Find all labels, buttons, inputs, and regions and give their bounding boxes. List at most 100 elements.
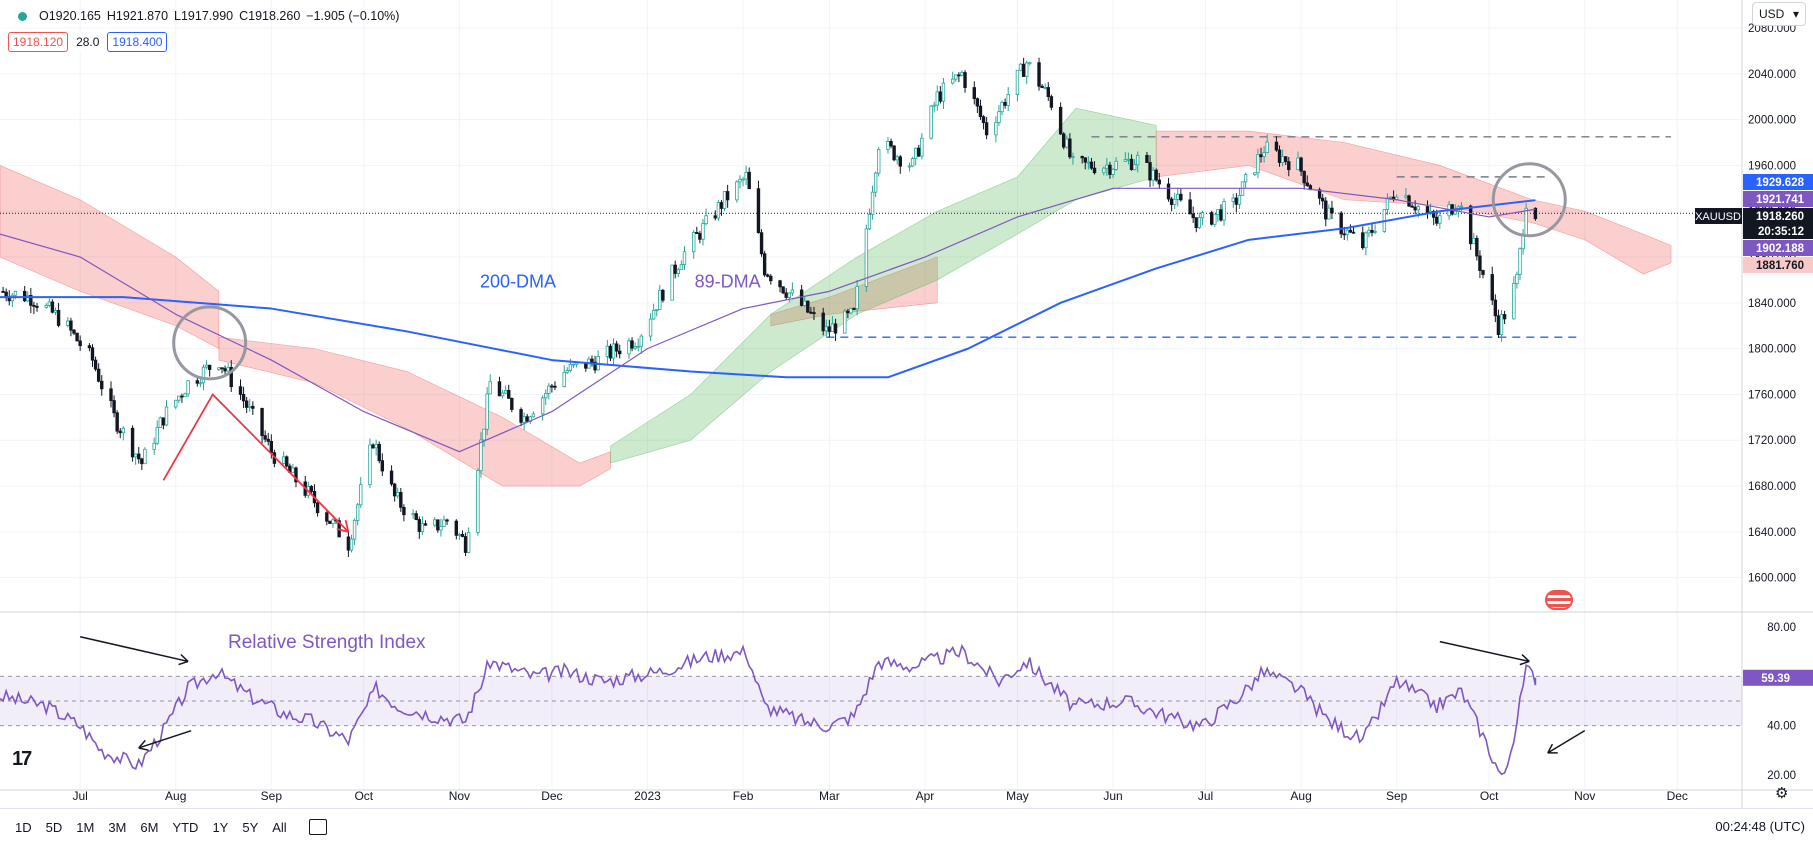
- tradingview-logo-icon[interactable]: 17: [12, 748, 32, 770]
- candle-up: [503, 389, 508, 394]
- utc-clock[interactable]: 00:24:48 (UTC): [1715, 819, 1805, 834]
- candle-down: [1259, 154, 1263, 158]
- candle-down: [673, 264, 677, 274]
- candle-down: [963, 72, 967, 88]
- candle-up: [1404, 195, 1408, 198]
- candle-down: [238, 386, 243, 395]
- candle-down: [220, 367, 224, 370]
- timeframe-5y[interactable]: 5Y: [242, 819, 259, 835]
- candle-down: [402, 506, 406, 516]
- timeframe-1d[interactable]: 1D: [15, 819, 32, 835]
- currency-select[interactable]: USD ▾: [1752, 2, 1806, 26]
- candle-up: [1518, 248, 1522, 275]
- arrow-head: [1519, 660, 1530, 666]
- candle-up: [1222, 200, 1226, 221]
- candle-up: [1499, 314, 1504, 335]
- candle-up: [864, 228, 869, 287]
- candle-up: [843, 310, 847, 334]
- price-tick-label: 1600.000: [1748, 573, 1796, 585]
- candle-up: [676, 269, 681, 274]
- symbol-tag: [1695, 208, 1742, 224]
- candle-down: [593, 361, 597, 371]
- gear-icon[interactable]: ⚙: [1775, 785, 1789, 802]
- candle-down: [784, 292, 788, 298]
- candle-down: [325, 512, 329, 522]
- candle-down: [454, 520, 459, 536]
- rsi-pane: Relative Strength Index: [0, 632, 1742, 776]
- candle-up: [658, 289, 662, 310]
- candle-down: [1305, 182, 1309, 186]
- candle-down: [781, 286, 785, 294]
- timeframe-1m[interactable]: 1M: [76, 819, 95, 835]
- candle-up: [1172, 198, 1177, 205]
- candle-up: [997, 111, 1001, 123]
- candle-up: [488, 381, 492, 395]
- price-axis: 1600.000 1640.000 1680.000 1720.000 1760.000…: [1695, 23, 1813, 782]
- candle-up: [540, 397, 545, 415]
- divergence-arrow: [138, 729, 192, 749]
- candle-up: [960, 72, 964, 76]
- timeframe-5d[interactable]: 5D: [45, 819, 63, 835]
- price-tick-label: 1840.000: [1748, 298, 1796, 310]
- candle-down: [957, 74, 961, 77]
- time-tick-label: Apr: [916, 789, 935, 803]
- candle-up: [1213, 214, 1217, 225]
- candle-up: [1176, 193, 1180, 200]
- timeframe-3m[interactable]: 3M: [108, 819, 127, 835]
- candle-down: [414, 513, 418, 520]
- time-tick-label: Dec: [541, 789, 562, 803]
- candle-down: [1061, 133, 1066, 148]
- timeframe-ytd[interactable]: YTD: [172, 819, 199, 835]
- rsi-tick-label: 40.00: [1767, 721, 1796, 733]
- rsi-tick-label: 20.00: [1767, 770, 1796, 782]
- candle-up: [1028, 62, 1032, 65]
- rsi-tick-label: 80.00: [1767, 622, 1796, 634]
- bearish-cloud: [770, 256, 938, 327]
- candle-down: [1320, 197, 1325, 202]
- high-value: H1921.870: [106, 9, 169, 23]
- candle-up: [439, 526, 443, 531]
- candle-down: [809, 311, 813, 314]
- candle-up: [562, 371, 566, 387]
- candle-down: [109, 388, 113, 401]
- candle-up: [932, 104, 936, 107]
- timeframe-6m[interactable]: 6M: [140, 819, 159, 835]
- candle-down: [96, 368, 101, 382]
- candle-up: [164, 406, 169, 426]
- us-flag-icon[interactable]: [1545, 590, 1573, 610]
- candle-up: [1043, 87, 1047, 89]
- candle-down: [821, 312, 825, 332]
- time-tick-label: 2023: [634, 789, 661, 803]
- grid: [0, 0, 1813, 808]
- timeframe-all[interactable]: All: [272, 819, 287, 835]
- bottom-toolbar: 1D 5D 1M 3M 6M YTD 1Y 5Y All 00:24:48 (U…: [0, 808, 1813, 845]
- candle-down: [1370, 229, 1374, 233]
- price-tick-label: 1960.000: [1748, 160, 1796, 172]
- currency-label: USD: [1759, 7, 1785, 21]
- price-tick-label: 2040.000: [1748, 69, 1796, 81]
- highlight-circle: [1491, 162, 1567, 238]
- candle-up: [627, 340, 631, 355]
- low-value: L1917.990: [174, 9, 234, 23]
- candle-down: [1330, 207, 1334, 214]
- candle-up: [281, 456, 286, 464]
- buy-price-button[interactable]: 1918.400: [107, 32, 168, 52]
- candle-down: [1068, 138, 1072, 158]
- candle-up: [368, 444, 372, 486]
- sell-price-button[interactable]: 1918.120: [8, 32, 69, 52]
- calendar-icon[interactable]: [308, 819, 327, 835]
- candle-up: [568, 363, 573, 371]
- candle-down: [423, 523, 428, 526]
- candle-up: [479, 439, 483, 472]
- candle-up: [1065, 138, 1069, 148]
- candle-up: [433, 519, 437, 526]
- candle-down: [1092, 167, 1097, 174]
- arrow-head: [180, 653, 189, 662]
- candle-down: [769, 275, 773, 282]
- candle-down: [1533, 207, 1538, 220]
- candle-down: [1324, 200, 1328, 220]
- price-tag: [1743, 240, 1813, 256]
- timeframe-1y[interactable]: 1Y: [212, 819, 229, 835]
- candle-down: [827, 326, 832, 332]
- price-chart[interactable]: Relative Strength Index 200-DMA 89-DMA 16…: [0, 0, 1813, 808]
